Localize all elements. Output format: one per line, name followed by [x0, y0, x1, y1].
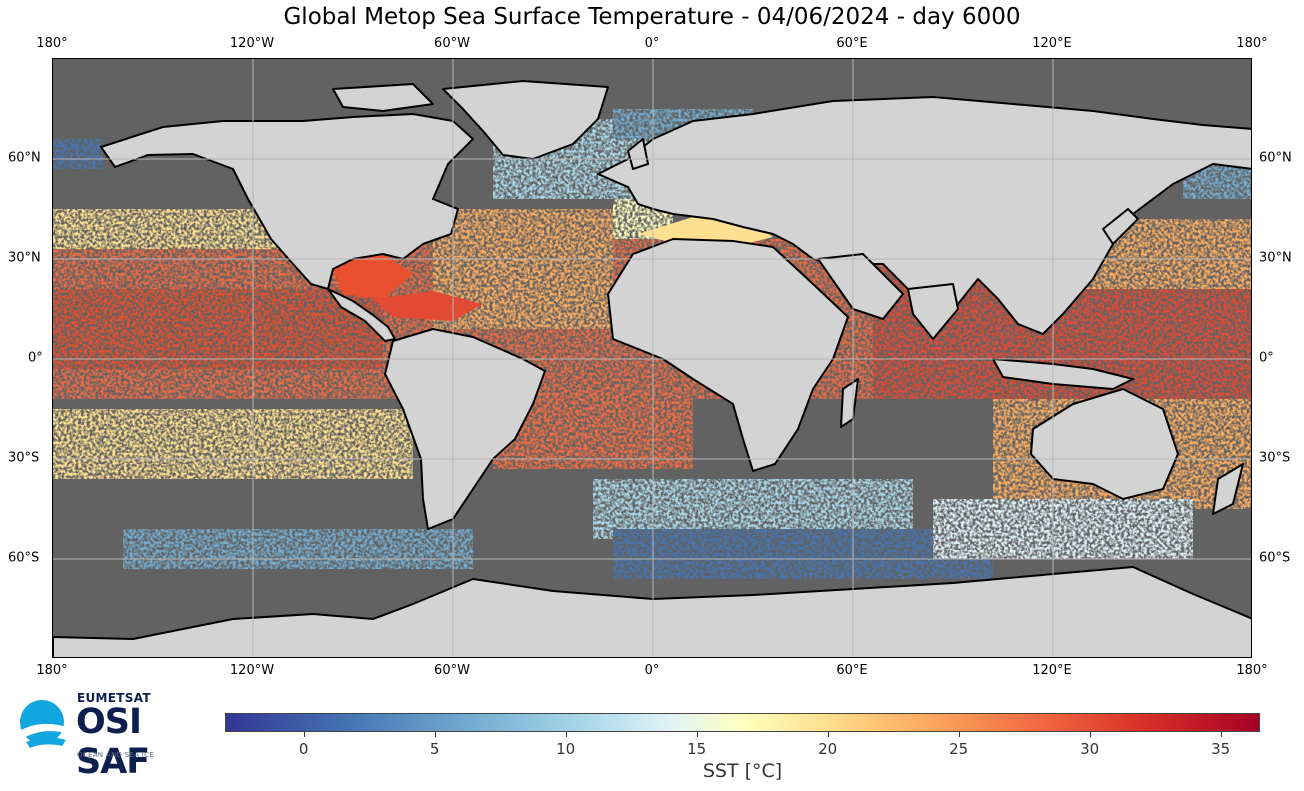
- colorbar-tick-mark: [696, 732, 698, 737]
- lon-tick-label-bottom: 120°E: [1032, 663, 1072, 678]
- lat-tick-label-left: 60°S: [8, 550, 40, 566]
- colorbar-tick-mark: [1220, 732, 1222, 737]
- map-title: Global Metop Sea Surface Temperature - 0…: [283, 4, 1021, 30]
- eumetsat-label: EUMETSAT: [77, 691, 151, 705]
- map-canvas: [53, 59, 1251, 657]
- land-layer: [53, 80, 1251, 657]
- lat-tick-label-right: 30°N: [1259, 250, 1292, 266]
- gulf-of-mexico: [328, 254, 413, 299]
- colorbar-tick-mark: [827, 732, 829, 737]
- lon-tick-label-bottom: 180°: [36, 663, 68, 678]
- lon-tick-label-top: 180°: [1236, 36, 1268, 51]
- graticule: [53, 59, 1251, 657]
- lon-tick-label-top: 120°W: [229, 36, 275, 51]
- colorbar-tick-mark: [303, 732, 305, 737]
- logo-tagline: OCEAN AND SEA ICE: [77, 751, 155, 759]
- lon-tick-label-bottom: 0°: [644, 663, 660, 678]
- lon-tick-label-top: 60°E: [836, 36, 868, 51]
- swirl-globe-icon: [18, 700, 70, 748]
- colorbar-tick-label: 30: [1080, 740, 1100, 758]
- lat-tick-label-left: 60°N: [8, 150, 41, 166]
- osisaf-logo: EUMETSAT OSI SAF OCEAN AND SEA ICE: [16, 688, 221, 782]
- lon-tick-label-bottom: 60°E: [836, 663, 868, 678]
- lon-tick-label-bottom: 60°W: [434, 663, 470, 678]
- lat-tick-label-left: 30°N: [8, 250, 41, 266]
- colorbar-tick-mark: [565, 732, 567, 737]
- colorbar-tick-label: 15: [687, 740, 707, 758]
- colorbar-tick-label: 10: [556, 740, 576, 758]
- osisaf-label: OSI SAF: [76, 702, 150, 782]
- lon-tick-label-bottom: 120°W: [229, 663, 275, 678]
- colorbar-tick-label: 0: [298, 740, 309, 758]
- colorbar-tick-mark: [1089, 732, 1091, 737]
- colorbar-tick-label: 5: [429, 740, 440, 758]
- lon-tick-label-bottom: 180°: [1236, 663, 1268, 678]
- lon-tick-label-top: 60°W: [434, 36, 470, 51]
- lat-tick-label-right: 60°N: [1259, 150, 1292, 166]
- lat-tick-label-right: 60°S: [1259, 550, 1291, 566]
- colorbar-tick-label: 20: [818, 740, 838, 758]
- lon-tick-label-top: 120°E: [1032, 36, 1072, 51]
- lat-tick-label-right: 30°S: [1259, 450, 1291, 466]
- caribbean-sea: [373, 291, 483, 321]
- colorbar-label: SST [°C]: [702, 760, 783, 782]
- colorbar-tick-label: 25: [949, 740, 969, 758]
- colorbar-tick-mark: [434, 732, 436, 737]
- sst-colorbar: [225, 713, 1260, 732]
- sst-map: [52, 58, 1252, 658]
- lat-tick-label-left: 0°: [28, 350, 43, 366]
- lat-tick-label-left: 30°S: [8, 450, 40, 466]
- lat-tick-label-right: 0°: [1259, 350, 1274, 366]
- lon-tick-label-top: 180°: [36, 36, 68, 51]
- colorbar-tick-mark: [958, 732, 960, 737]
- colorbar-tick-label: 35: [1211, 740, 1231, 758]
- lon-tick-label-top: 0°: [644, 36, 660, 51]
